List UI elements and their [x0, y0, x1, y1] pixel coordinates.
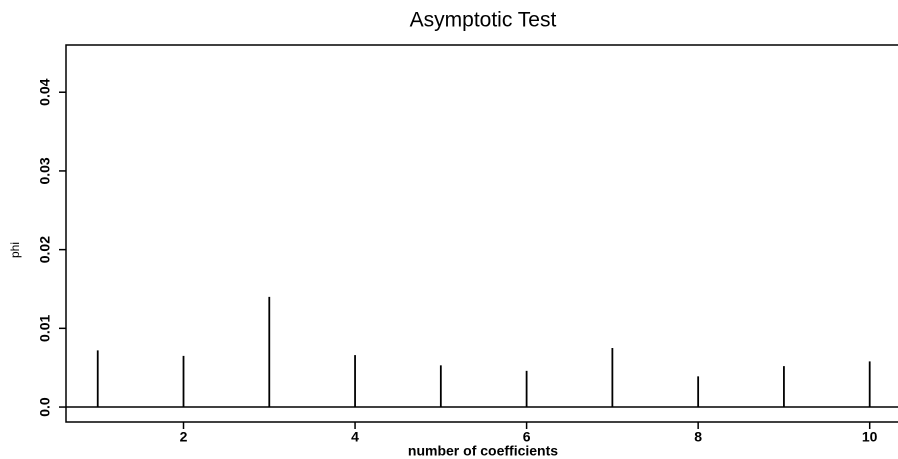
y-tick-label: 0.03: [37, 157, 53, 184]
x-axis-label: number of coefficients: [408, 443, 558, 459]
x-tick-label: 8: [694, 429, 702, 445]
x-tick-label: 10: [862, 429, 878, 445]
y-tick-label: 0.01: [37, 315, 53, 342]
x-tick-label: 4: [351, 429, 359, 445]
x-tick-label: 6: [523, 429, 531, 445]
y-tick-label: 0.0: [37, 397, 53, 417]
y-tick-label: 0.02: [37, 236, 53, 263]
plot-frame: [65, 44, 898, 423]
chart-title: Asymptotic Test: [410, 9, 557, 32]
y-axis-label: phi: [8, 242, 22, 258]
y-tick-label: 0.04: [37, 78, 53, 105]
x-tick-label: 2: [180, 429, 188, 445]
